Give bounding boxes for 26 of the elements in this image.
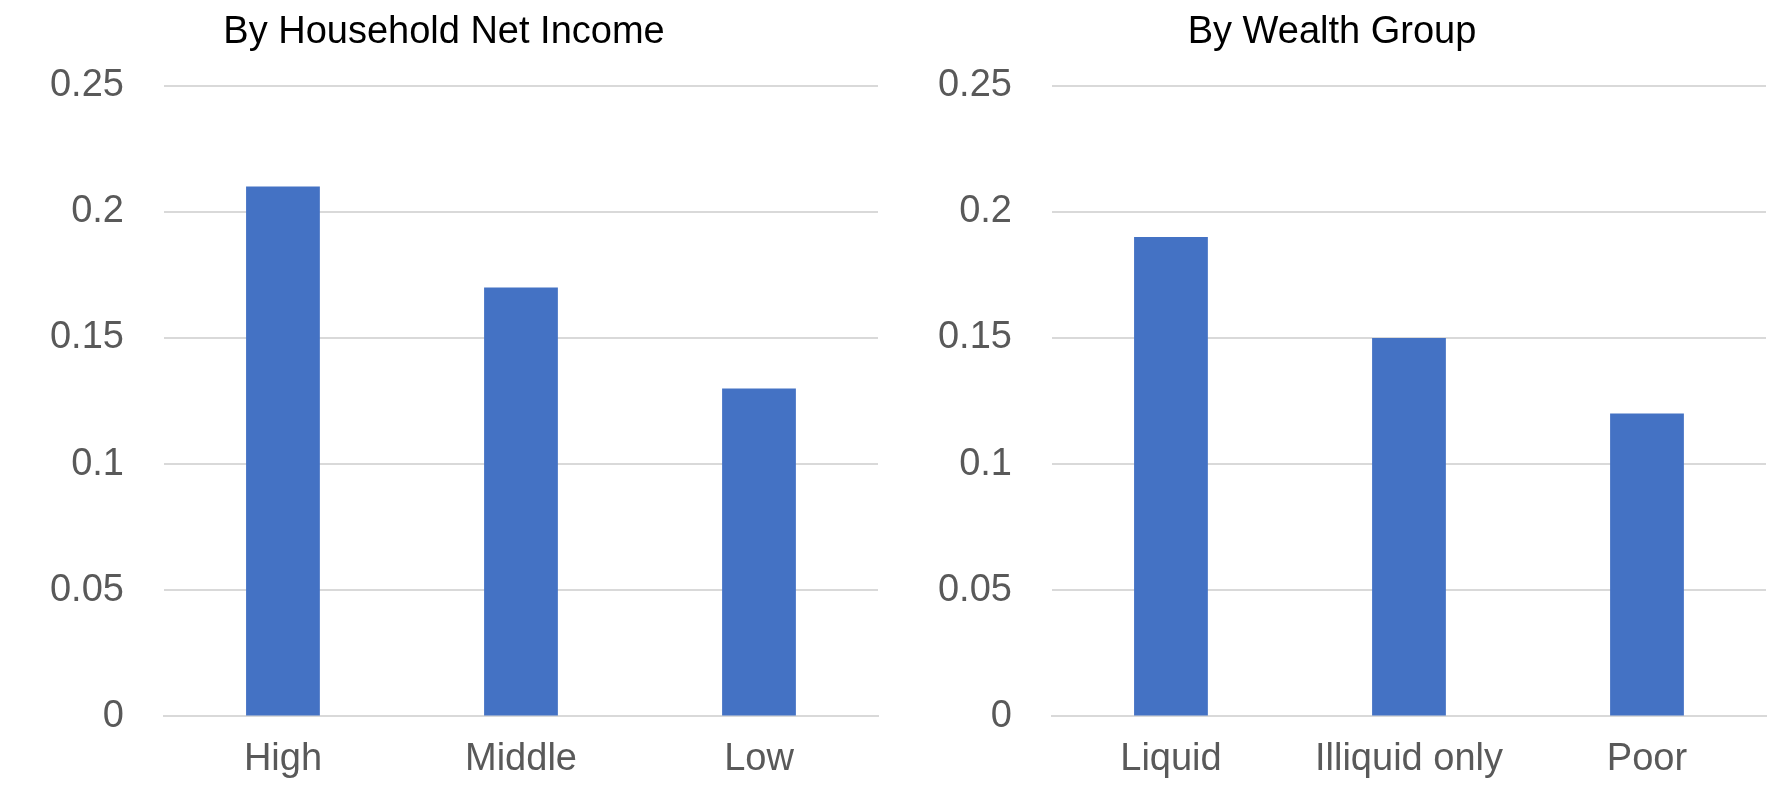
x-tick-label: High xyxy=(243,735,323,778)
bar xyxy=(1372,337,1446,716)
x-tick-label: Low xyxy=(724,735,795,778)
chart-title: By Wealth Group xyxy=(1187,9,1477,52)
x-tick-label: Poor xyxy=(1606,735,1688,778)
chart-title: By Household Net Income xyxy=(223,9,665,52)
y-tick-label: 0.25 xyxy=(49,62,124,105)
y-tick-label: 0.15 xyxy=(937,314,1012,357)
bar xyxy=(246,186,320,716)
y-tick-label: 0 xyxy=(990,692,1012,735)
x-tick-label: Liquid xyxy=(1120,735,1222,778)
y-tick-label: 0.15 xyxy=(49,314,124,357)
bar xyxy=(722,388,796,716)
y-tick-label: 0.05 xyxy=(49,566,124,609)
bar xyxy=(1610,413,1684,716)
x-tick-label: Middle xyxy=(465,735,577,778)
bar xyxy=(1134,236,1208,716)
x-tick-label: Illiquid only xyxy=(1314,735,1503,778)
y-tick-label: 0.2 xyxy=(71,188,124,231)
y-tick-label: 0.1 xyxy=(959,440,1012,483)
y-tick-label: 0 xyxy=(102,692,124,735)
bar xyxy=(484,287,558,716)
y-tick-label: 0.1 xyxy=(71,440,124,483)
y-tick-label: 0.05 xyxy=(937,566,1012,609)
y-tick-label: 0.25 xyxy=(937,62,1012,105)
y-tick-label: 0.2 xyxy=(959,188,1012,231)
